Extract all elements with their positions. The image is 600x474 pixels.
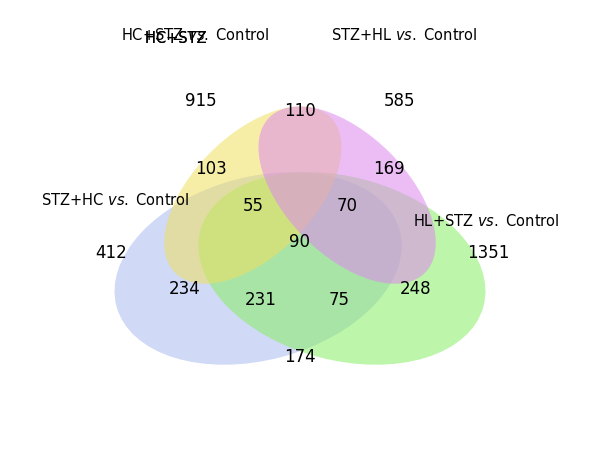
Text: 248: 248: [400, 280, 431, 298]
Ellipse shape: [259, 107, 436, 284]
Text: 915: 915: [185, 92, 217, 110]
Text: STZ+HL $\it{vs.}$ Control: STZ+HL $\it{vs.}$ Control: [331, 27, 478, 44]
Text: 55: 55: [242, 197, 263, 215]
Text: HL+STZ $\it{vs.}$ Control: HL+STZ $\it{vs.}$ Control: [413, 213, 559, 229]
Text: 103: 103: [195, 160, 227, 178]
Text: 585: 585: [384, 92, 415, 110]
Text: 174: 174: [284, 348, 316, 366]
Ellipse shape: [164, 107, 341, 284]
Text: 75: 75: [329, 291, 350, 309]
Text: 231: 231: [245, 291, 277, 309]
Text: STZ+HC $\it{vs.}$ Control: STZ+HC $\it{vs.}$ Control: [41, 192, 190, 209]
Text: 1351: 1351: [467, 244, 509, 262]
Text: 90: 90: [290, 233, 311, 251]
Ellipse shape: [199, 172, 485, 365]
Text: HC+STZ: HC+STZ: [145, 30, 211, 46]
Ellipse shape: [115, 172, 401, 365]
Text: HC+STZ: HC+STZ: [145, 30, 211, 46]
Text: 169: 169: [373, 160, 405, 178]
Text: 110: 110: [284, 102, 316, 120]
Text: HC+STZ $\it{vs.}$ Control: HC+STZ $\it{vs.}$ Control: [121, 27, 269, 44]
Text: 412: 412: [95, 244, 127, 262]
Text: 234: 234: [169, 280, 200, 298]
Text: 70: 70: [337, 197, 358, 215]
